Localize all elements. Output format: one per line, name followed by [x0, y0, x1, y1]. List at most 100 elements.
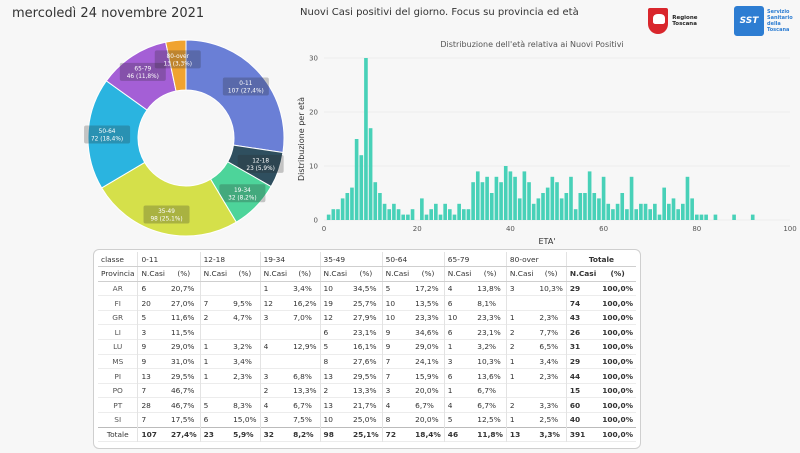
histogram-bar [685, 176, 690, 220]
histogram-bar [750, 214, 755, 220]
table-row: AR 6 20,7% 1 3,4% 10 34,5% 5 17,2% 4 13,8% 3 10,3% 29… [98, 281, 637, 296]
histogram-bar [350, 187, 354, 220]
histogram-bar [452, 214, 457, 220]
table-cell: 23,1% [353, 327, 377, 337]
table-cell: 10 [381, 295, 413, 311]
histogram-bar [713, 214, 718, 220]
histogram-bar [438, 214, 443, 220]
table-cell: 7 [199, 295, 231, 311]
table-cell [290, 325, 320, 340]
table-cell [259, 354, 291, 369]
table-cell: 3,4% [539, 356, 559, 366]
sst-mark-icon: SST [734, 6, 764, 36]
histogram-bar [587, 171, 592, 220]
table-cell [536, 296, 566, 311]
donut-category-label: 12-18 [252, 158, 269, 164]
donut-slice-35-49 [100, 161, 237, 237]
table-cell: 10 [381, 310, 413, 325]
table-group-header: 12-18 [199, 252, 261, 268]
table-cell: 1 [199, 339, 231, 355]
histogram-bar [629, 176, 634, 220]
table-cell: 27,6% [353, 356, 377, 366]
table-cell: 2 [199, 310, 231, 325]
table-cell: 11,8% [474, 426, 507, 442]
table-cell: 5,9% [230, 426, 261, 442]
histogram-bar [480, 182, 485, 220]
table-cell: 29,5% [170, 371, 195, 381]
histogram-xtick-label: 100 [783, 225, 796, 233]
table-row: PO 7 46,7% 2 13,3% 2 13,3% 3 20,0% 1 6,7% 15 100,0% [98, 383, 637, 398]
histogram-bar [443, 203, 447, 220]
table-cell: 2 [319, 383, 351, 398]
table-cell: 23,3% [415, 313, 439, 323]
histogram-bar [690, 198, 694, 220]
table-cell: 5 [443, 412, 475, 428]
table-row: PT 28 46,7% 5 8,3% 4 6,7% 13 21,7% 4 6,7% 4 6,7% 2 3,3… [98, 397, 637, 413]
table-cell: 13 [319, 397, 351, 413]
regione-toscana-shield-icon [648, 8, 669, 34]
histogram-bar [527, 182, 531, 220]
histogram-bar [601, 176, 606, 220]
table-cell: 1 [199, 354, 231, 369]
histogram-xtick-label: 40 [506, 225, 515, 233]
histogram-bar [611, 209, 615, 220]
table-subheader-ncasi: N.Casi [565, 266, 600, 282]
histogram-bar [536, 198, 541, 220]
table-cell: 27,9% [353, 313, 377, 323]
histogram-bar [387, 209, 392, 220]
table-cell: 100,0% [602, 356, 634, 366]
table-cell: 5 [199, 397, 231, 413]
table-cell: 8,2% [290, 426, 321, 442]
table-cell: 13 [137, 368, 168, 384]
histogram-bar [401, 214, 406, 220]
table-cell: 12 [319, 310, 351, 325]
histogram-xtick-label: 20 [413, 225, 422, 233]
histogram-bar [639, 203, 643, 220]
table-cell: 3 [505, 281, 537, 296]
table-cell: 13,5% [415, 298, 439, 308]
donut-label-box-80-over [154, 50, 201, 69]
table-province-cell: LU [113, 342, 123, 352]
histogram-bar [434, 203, 438, 220]
table-cell: 3,3% [539, 400, 559, 410]
donut-category-label: 0-11 [239, 81, 252, 87]
table-subheader-pct: (%) [350, 266, 383, 282]
table-cell: 7 [381, 368, 413, 384]
table-cell: 7 [137, 412, 168, 428]
table-cell: 100,0% [602, 327, 634, 337]
table-cell: 6 [199, 412, 231, 428]
table-cell: 98 [319, 426, 351, 442]
histogram-ytick-label: 20 [309, 109, 318, 117]
table-cell: 6,7% [293, 400, 312, 410]
table-subheader-pct: (%) [412, 266, 445, 282]
histogram-bar [489, 193, 494, 220]
table-cell: 46,7% [170, 386, 195, 396]
histogram-bar [406, 214, 410, 220]
table-cell [505, 383, 537, 398]
donut-category-label: 19-34 [234, 188, 251, 194]
table-cell: 100,0% [602, 298, 634, 308]
table-cell: 9 [381, 324, 413, 340]
table-subheader-pct: (%) [474, 266, 507, 282]
table-cell: 32 [259, 426, 291, 442]
table-cell: 20,0% [415, 386, 439, 396]
table-cell: 27,4% [167, 426, 201, 442]
table-classe-label: classe [98, 252, 138, 268]
histogram-bar [475, 171, 480, 220]
histogram-bar [671, 198, 676, 220]
table-cell: 20,7% [170, 283, 195, 293]
table-row: PI 13 29,5% 1 2,3% 3 6,8% 13 29,5% 7 15,9% 6 13,6% 1 2… [98, 368, 637, 384]
table-cell: 72 [381, 426, 413, 442]
table-cell: 29 [565, 281, 600, 296]
table-cell: 19 [319, 295, 351, 311]
age-histogram-chart: Distribuzione dell'età relativa ai Nuovi… [297, 40, 797, 246]
table-cell: 100,0% [602, 400, 634, 410]
table-cell: 11,6% [170, 313, 195, 323]
histogram-bar [569, 176, 573, 220]
table-cell: 3 [381, 383, 413, 398]
table-cell: 1 [505, 354, 537, 369]
province-age-table-grid: classe 0-11 12-18 19-34 35-49 50-64 65-79 80-ov… [98, 252, 637, 442]
table-cell: 31,0% [170, 356, 195, 366]
table-cell: 24,1% [415, 356, 439, 366]
table-cell: 25,1% [350, 426, 383, 442]
